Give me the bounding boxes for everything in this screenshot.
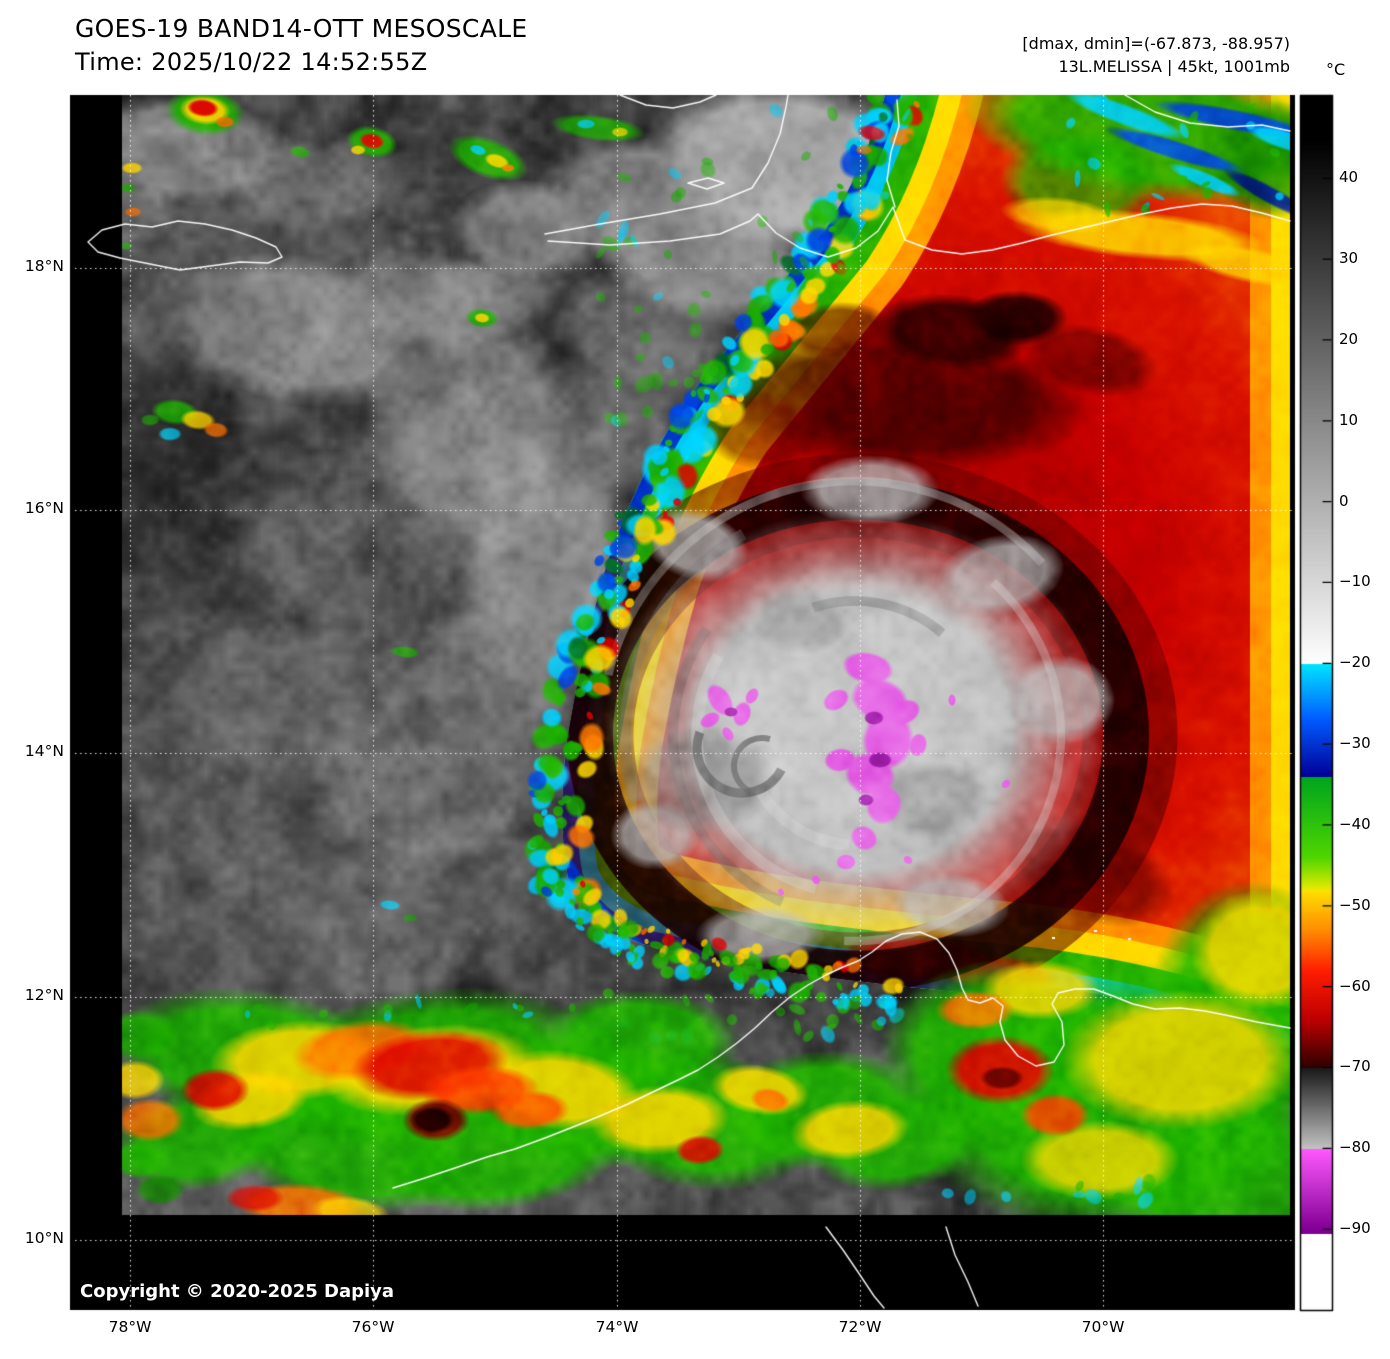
product-title: GOES-19 BAND14-OTT MESOSCALE [75,14,528,43]
lat-tick-label: 10°N [24,1229,64,1247]
colorbar-tick-label: −10 [1339,572,1371,591]
lat-tick-label: 12°N [24,986,64,1004]
dmax-dmin-readout: [dmax, dmin]=(-67.873, -88.957) [1022,34,1290,53]
lat-tick-label: 14°N [24,742,64,760]
lon-tick-label: 78°W [108,1318,152,1336]
colorbar-tick-label: −70 [1339,1057,1371,1076]
colorbar-tick-label: 20 [1339,329,1359,348]
colorbar-tick-label: 0 [1339,491,1349,510]
lon-tick-label: 74°W [595,1318,639,1336]
copyright-watermark: Copyright © 2020-2025 Dapiya [80,1281,395,1302]
colorbar-tick-label: −80 [1339,1138,1371,1157]
storm-info: 13L.MELISSA | 45kt, 1001mb [1058,57,1290,76]
lat-tick-label: 18°N [24,257,64,275]
colorbar-tick-label: −50 [1339,895,1371,914]
colorbar-tick-label: 30 [1339,249,1359,268]
lon-tick-label: 70°W [1081,1318,1125,1336]
colorbar-tick-label: −30 [1339,734,1371,753]
colorbar-unit-label: °C [1326,60,1346,79]
colorbar-tick-label: −90 [1339,1219,1371,1238]
scan-time: Time: 2025/10/22 14:52:55Z [75,48,428,76]
lat-tick-label: 16°N [24,499,64,517]
colorbar-tick-label: −40 [1339,814,1371,833]
lon-tick-label: 72°W [838,1318,882,1336]
colorbar-tick-label: 40 [1339,168,1359,187]
colorbar-tick-label: −60 [1339,976,1371,995]
lon-tick-label: 76°W [351,1318,395,1336]
colorbar-tick-label: 10 [1339,410,1359,429]
colorbar-tick-label: −20 [1339,653,1371,672]
